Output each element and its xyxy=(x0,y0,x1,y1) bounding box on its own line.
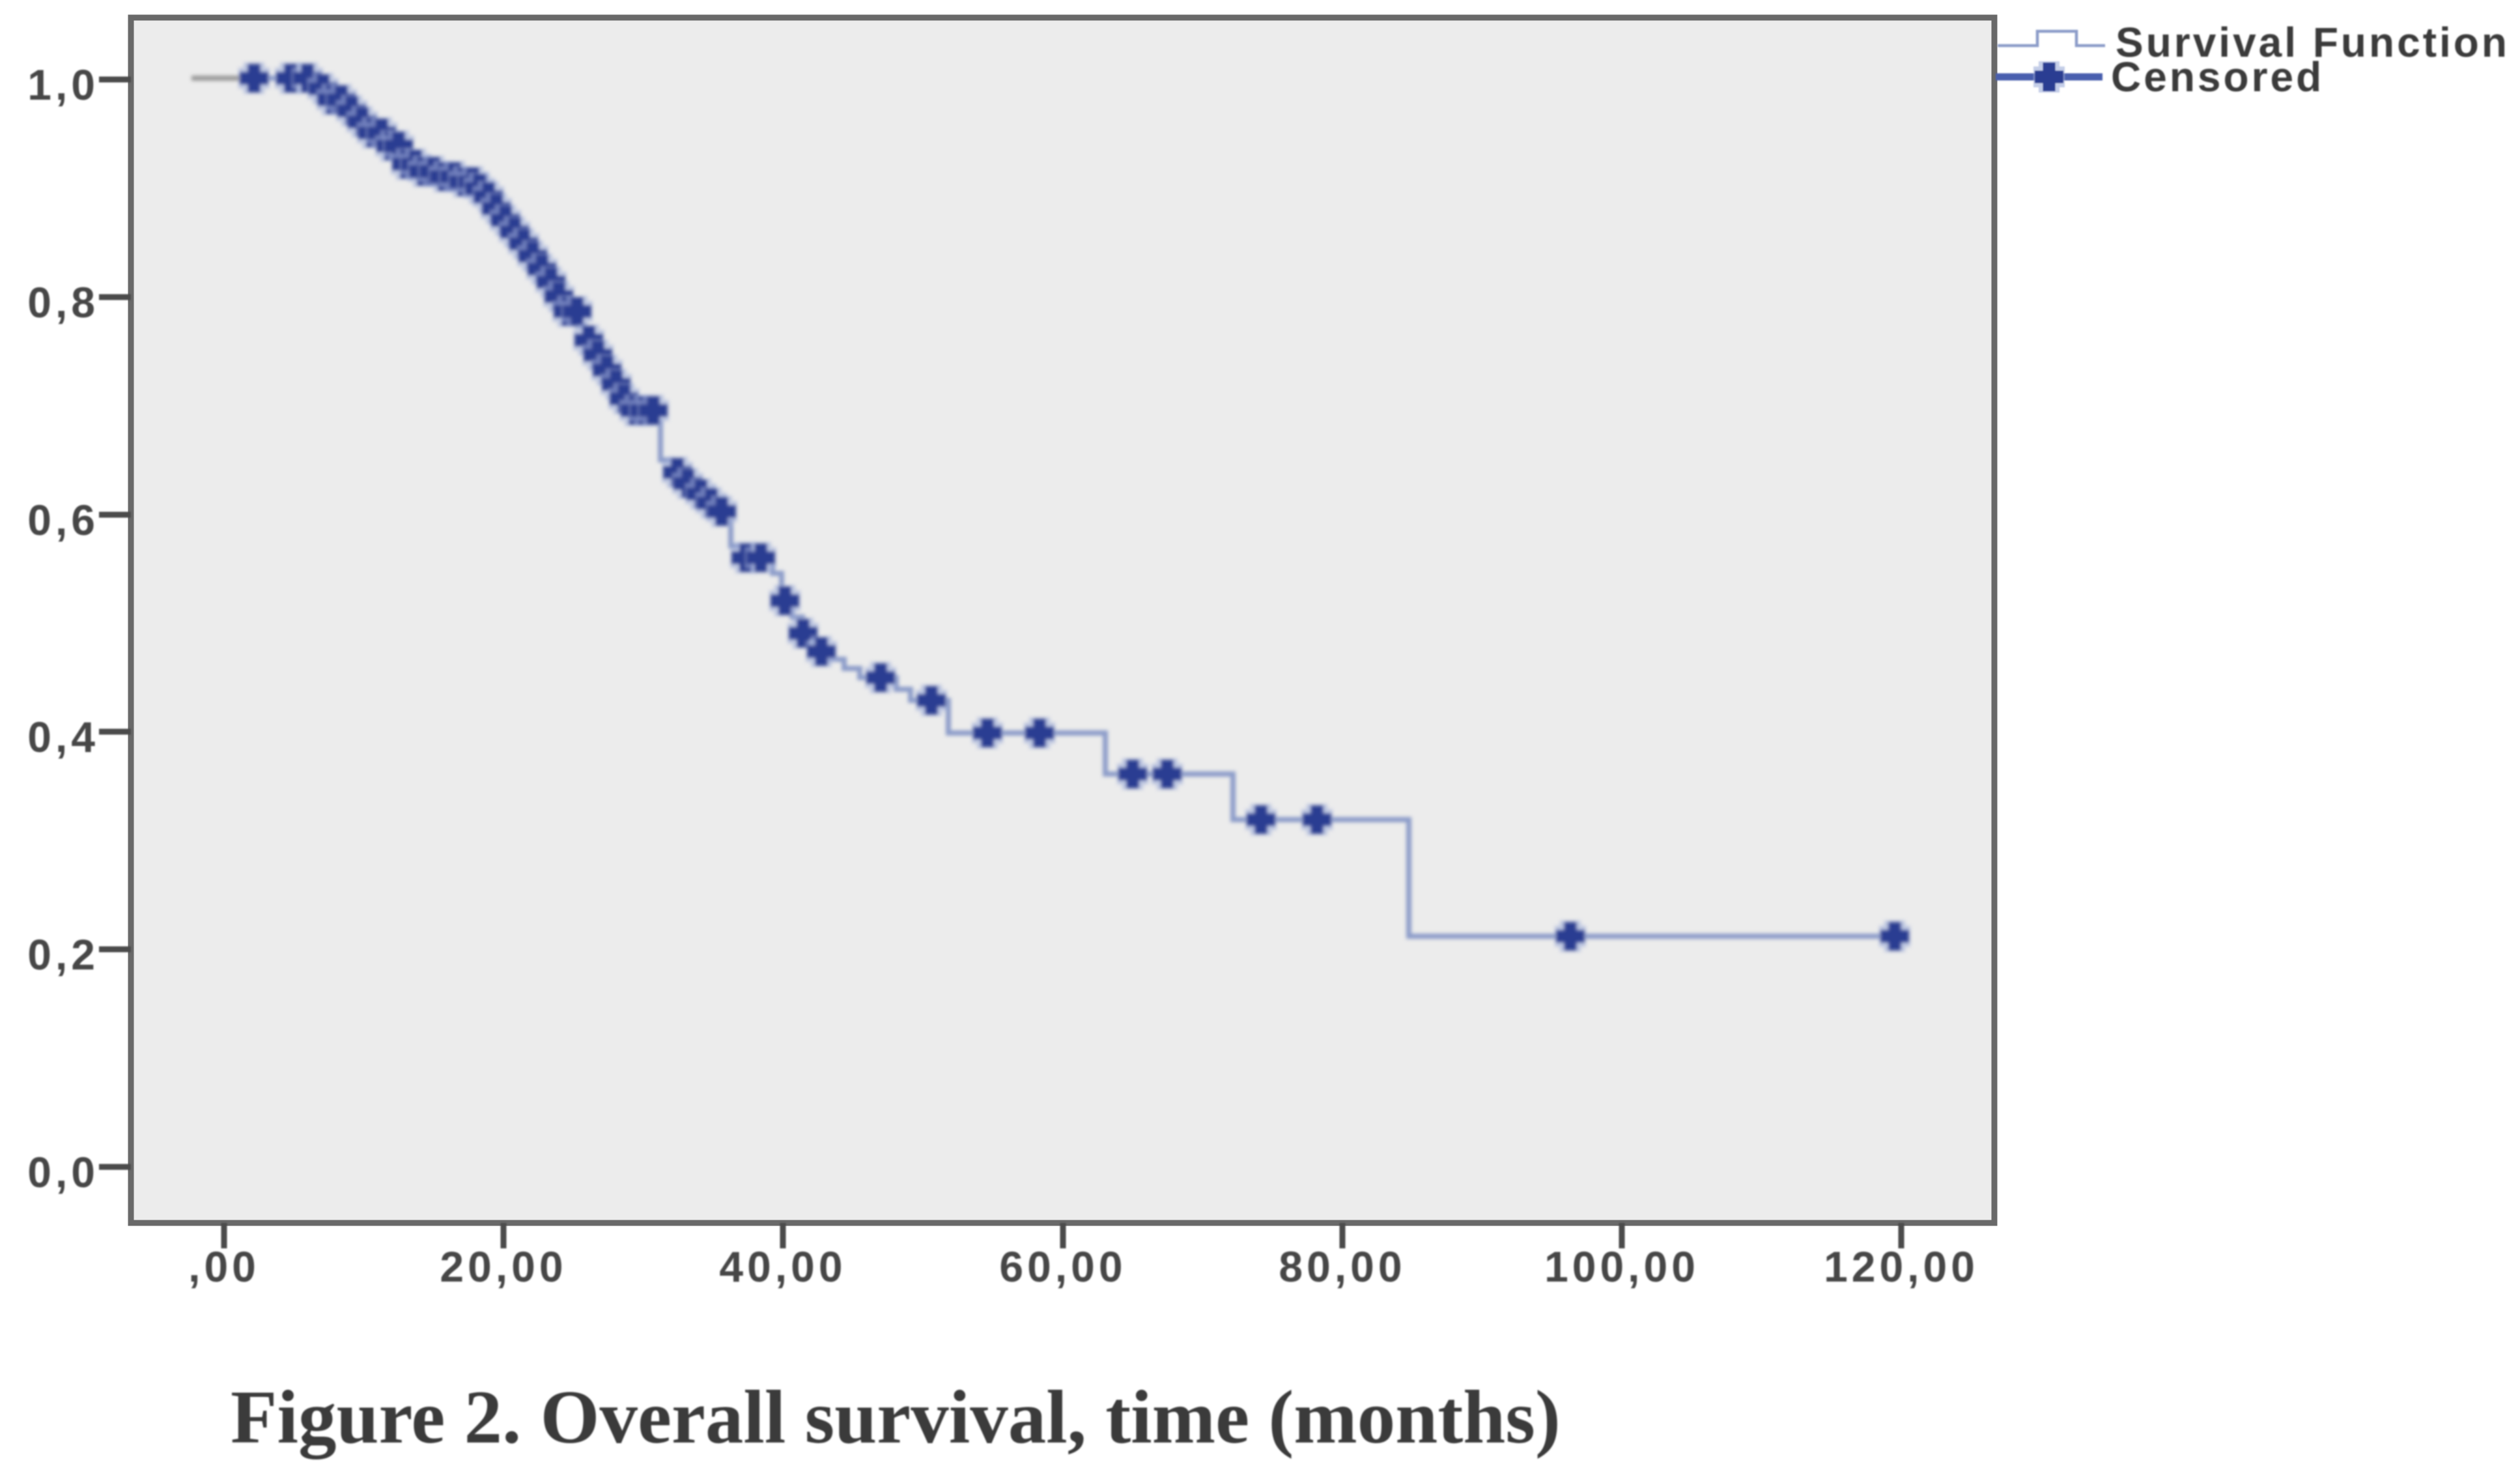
svg-text:Survival Function: Survival Function xyxy=(2116,19,2510,66)
svg-text:Figure 2. Overall survival, ti: Figure 2. Overall survival, time (months… xyxy=(231,1375,1561,1459)
svg-text:120,00: 120,00 xyxy=(1824,1242,1979,1291)
svg-text:40,00: 40,00 xyxy=(719,1242,846,1291)
svg-text:80,00: 80,00 xyxy=(1279,1242,1406,1291)
svg-text:Censored: Censored xyxy=(2111,53,2324,100)
svg-text:0,8: 0,8 xyxy=(27,278,99,326)
svg-text:60,00: 60,00 xyxy=(999,1242,1126,1291)
svg-text:0,0: 0,0 xyxy=(27,1148,99,1196)
svg-text:,00: ,00 xyxy=(188,1242,260,1291)
svg-text:0,6: 0,6 xyxy=(27,496,99,544)
svg-text:0,4: 0,4 xyxy=(27,713,99,761)
svg-text:20,00: 20,00 xyxy=(440,1242,567,1291)
svg-text:0,2: 0,2 xyxy=(27,930,99,979)
svg-text:1,0: 1,0 xyxy=(27,61,99,109)
svg-text:100,00: 100,00 xyxy=(1544,1242,1699,1291)
